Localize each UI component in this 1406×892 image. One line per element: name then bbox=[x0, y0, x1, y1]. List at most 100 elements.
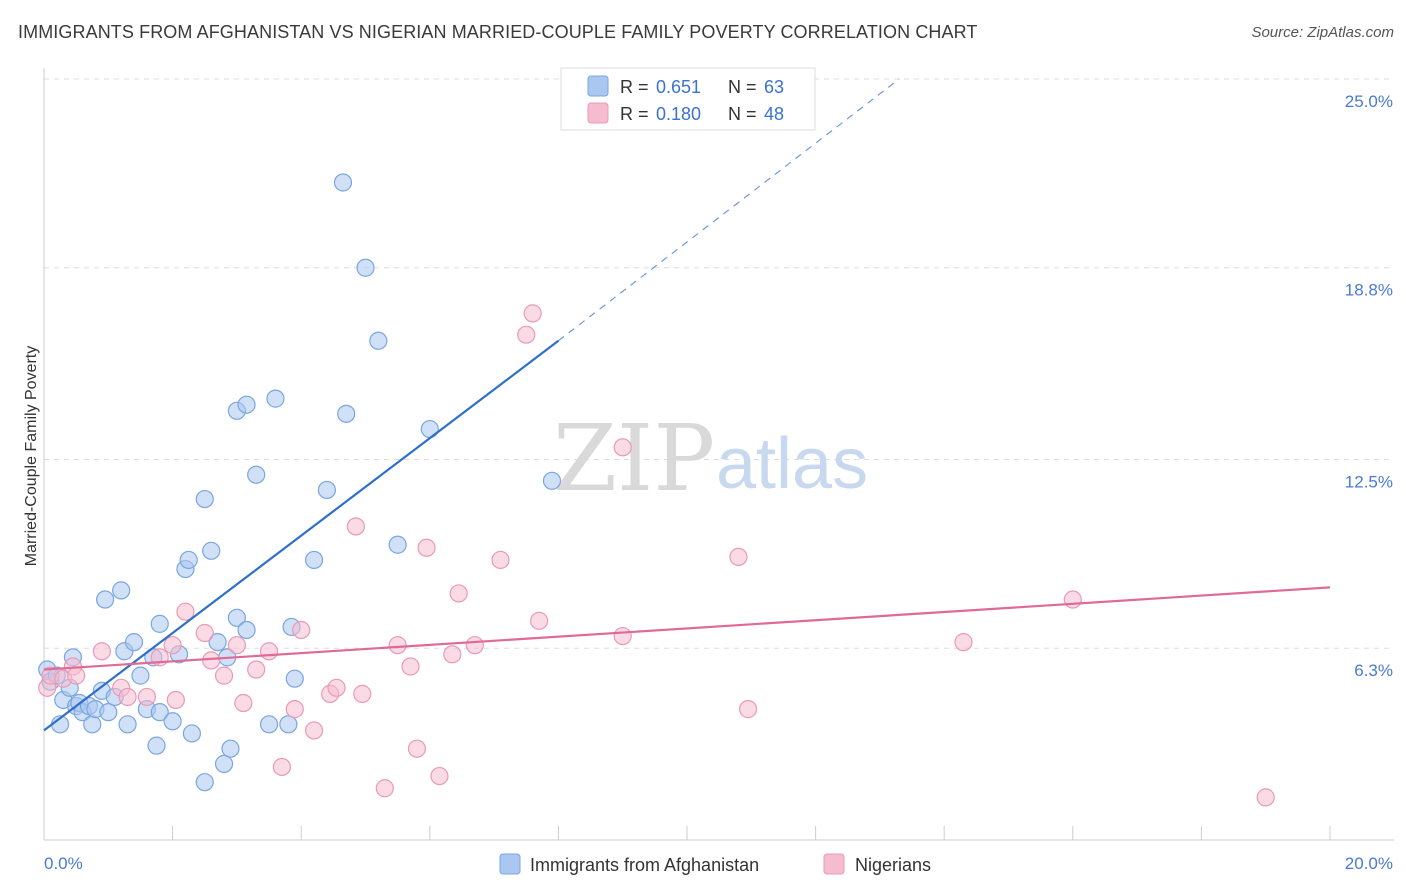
afghanistan-point bbox=[279, 715, 298, 734]
nigerian-point bbox=[202, 651, 221, 670]
nigerian-point bbox=[67, 666, 86, 685]
legend-n-value-1: 63 bbox=[764, 77, 784, 97]
legend-swatch-pink bbox=[587, 102, 609, 124]
afghanistan-point bbox=[266, 389, 285, 408]
afghanistan-point bbox=[131, 666, 150, 685]
nigerian-point bbox=[234, 693, 253, 713]
watermark: ZIP atlas bbox=[553, 405, 868, 512]
nigerian-point bbox=[491, 550, 510, 570]
nigerian-point bbox=[449, 584, 468, 603]
y-tick-labels: 6.3% 12.5% 18.8% 25.0% bbox=[1345, 92, 1393, 680]
y-tick-label: 18.8% bbox=[1345, 281, 1393, 300]
nigerian-point bbox=[1256, 788, 1275, 807]
afghanistan-point bbox=[337, 404, 356, 423]
nigerian-point bbox=[407, 739, 427, 758]
nigerian-point bbox=[388, 636, 407, 655]
afghanistan-point bbox=[195, 489, 214, 509]
afghanistan-point bbox=[208, 633, 227, 652]
nigerian-point bbox=[92, 642, 111, 661]
legend-swatch-blue bbox=[587, 75, 609, 97]
afghanistan-point bbox=[95, 590, 115, 609]
nigerian-point bbox=[517, 325, 536, 344]
nigerian-point bbox=[176, 602, 195, 621]
nigerian-point bbox=[613, 438, 632, 457]
afghanistan-point bbox=[304, 550, 324, 570]
nigerian-point bbox=[227, 636, 246, 655]
afghanistan-point bbox=[202, 541, 221, 560]
afghanistan-point bbox=[356, 258, 375, 277]
nigerian-point bbox=[417, 538, 436, 557]
nigerian-point bbox=[292, 620, 311, 640]
nigerian-point bbox=[430, 766, 449, 786]
nigerian-point bbox=[375, 779, 394, 798]
afghanistan-point bbox=[369, 331, 388, 350]
afghanistan-point bbox=[163, 712, 182, 731]
bottom-legend: Immigrants from Afghanistan Nigerians bbox=[499, 853, 931, 875]
nigerian-point bbox=[465, 636, 484, 655]
nigerian-point bbox=[327, 678, 346, 697]
afghanistan-point bbox=[237, 395, 256, 414]
legend-r-value-2: 0.180 bbox=[656, 104, 701, 124]
legend-n-label-2: N = bbox=[728, 104, 757, 124]
afghanistan-point bbox=[247, 465, 266, 484]
y-tick-label: 12.5% bbox=[1345, 473, 1393, 492]
nigerian-point bbox=[954, 633, 973, 652]
nigerian-point bbox=[118, 687, 137, 707]
nigerian-point bbox=[523, 304, 542, 323]
afghanistan-point bbox=[182, 724, 201, 743]
legend: R = 0.651 N = 63 R = 0.180 N = 48 bbox=[560, 67, 816, 131]
nigerian-point bbox=[738, 700, 758, 719]
nigerian-point bbox=[163, 636, 182, 655]
afghanistan-point bbox=[179, 550, 198, 570]
afghanistan-point bbox=[112, 581, 131, 600]
nigerian-point bbox=[285, 700, 304, 719]
nigerian-point bbox=[166, 690, 185, 710]
afghanistan-trend-line-extension bbox=[558, 78, 900, 342]
y-tick-label: 25.0% bbox=[1345, 92, 1393, 111]
nigerian-point bbox=[443, 645, 462, 664]
afghanistan-point bbox=[195, 773, 214, 792]
x-tick-label-max: 20.0% bbox=[1345, 854, 1393, 873]
afghanistan-point bbox=[542, 471, 562, 490]
bottom-legend-swatch-pink bbox=[823, 853, 845, 875]
bottom-legend-label-afghanistan: Immigrants from Afghanistan bbox=[530, 855, 759, 875]
grid bbox=[43, 78, 1394, 840]
afghanistan-point bbox=[317, 480, 337, 500]
legend-n-value-2: 48 bbox=[764, 104, 784, 124]
afghanistan-point bbox=[285, 669, 304, 688]
afghanistan-point bbox=[150, 703, 169, 722]
data-points bbox=[38, 173, 1275, 807]
afghanistan-point bbox=[214, 754, 234, 774]
nigerian-point bbox=[1063, 590, 1082, 609]
chart-source: Source: ZipAtlas.com bbox=[1251, 24, 1394, 41]
afghanistan-point bbox=[221, 739, 240, 758]
afghanistan-point bbox=[83, 715, 102, 734]
afghanistan-point bbox=[333, 173, 353, 192]
nigerian-point bbox=[304, 721, 324, 740]
y-axis-label: Married-Couple Family Poverty bbox=[23, 346, 40, 567]
trend-lines bbox=[43, 78, 1331, 732]
afghanistan-point bbox=[259, 715, 279, 734]
afghanistan-point bbox=[99, 703, 118, 722]
afghanistan-trend-line bbox=[43, 339, 560, 732]
nigerian-point bbox=[353, 684, 372, 703]
afghanistan-point bbox=[147, 736, 166, 755]
nigerian-point bbox=[729, 547, 748, 567]
nigerian-point bbox=[195, 623, 214, 643]
bottom-legend-swatch-blue bbox=[499, 853, 521, 875]
legend-r-label-1: R = bbox=[620, 77, 649, 97]
legend-r-label-2: R = bbox=[620, 104, 649, 124]
nigerian-point bbox=[530, 611, 549, 630]
afghanistan-point bbox=[150, 614, 169, 633]
bottom-legend-label-nigerians: Nigerians bbox=[855, 855, 931, 875]
afghanistan-point bbox=[237, 620, 256, 640]
nigerian-point bbox=[401, 657, 420, 676]
legend-r-value-1: 0.651 bbox=[656, 77, 701, 97]
chart-title: IMMIGRANTS FROM AFGHANISTAN VS NIGERIAN … bbox=[18, 22, 978, 42]
afghanistan-point bbox=[388, 535, 407, 554]
afghanistan-point bbox=[227, 608, 246, 627]
afghanistan-point bbox=[124, 633, 144, 652]
axes bbox=[43, 68, 1394, 841]
legend-n-label-1: N = bbox=[728, 77, 757, 97]
